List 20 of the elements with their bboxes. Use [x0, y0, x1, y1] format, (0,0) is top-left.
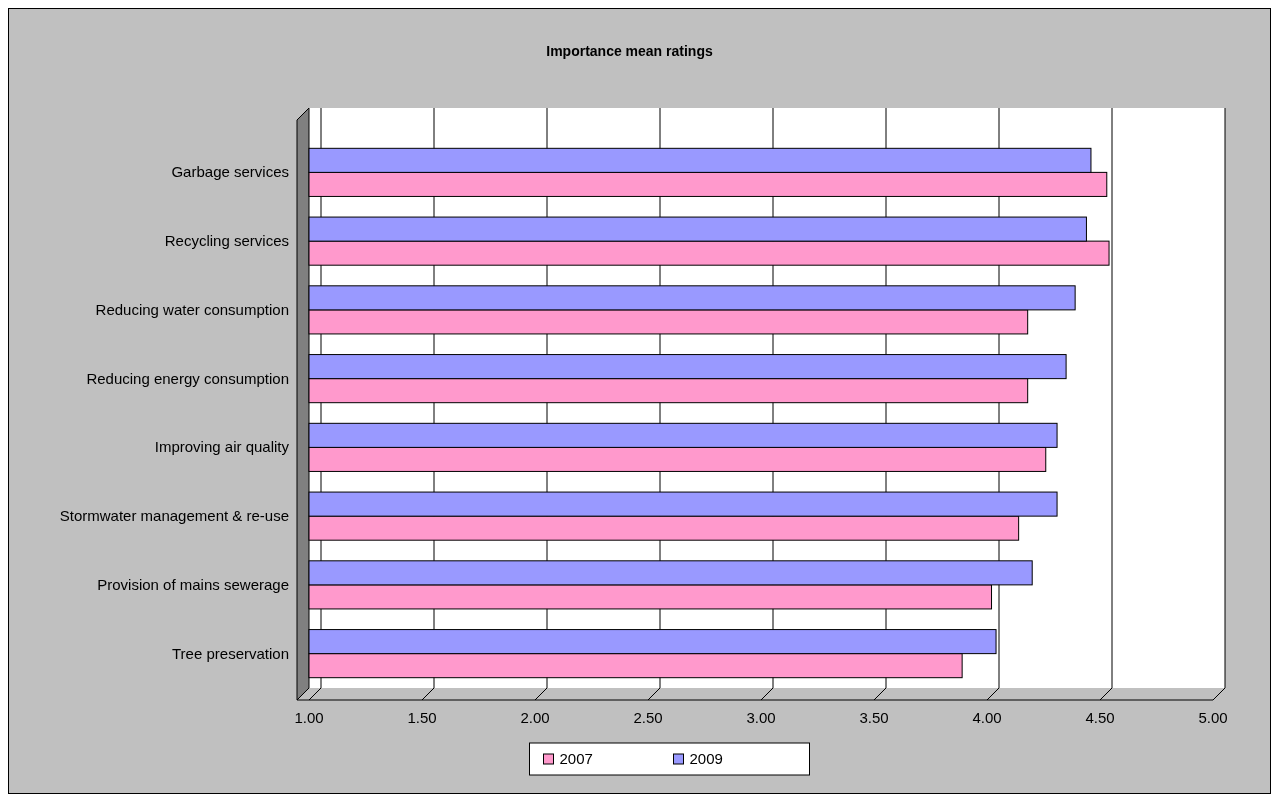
chart-title: Importance mean ratings — [546, 43, 713, 59]
legend-label: 2007 — [559, 750, 593, 767]
y-tick-label: Stormwater management & re-use — [59, 507, 289, 525]
x-tick-label: 3.00 — [746, 709, 776, 726]
x-tick-label: 1.50 — [407, 709, 437, 726]
y-tick-label: Garbage services — [171, 163, 289, 181]
x-tick-label: 4.00 — [972, 709, 1002, 726]
y-tick-label: Tree preservation — [172, 644, 289, 662]
x-tick-label: 3.50 — [859, 709, 889, 726]
x-tick-label: 4.50 — [1085, 709, 1115, 726]
y-tick-label: Recycling services — [164, 232, 289, 250]
x-tick-label: 1.00 — [294, 709, 324, 726]
y-tick-label: Reducing energy consumption — [86, 369, 289, 387]
y-tick-label: Reducing water consumption — [95, 300, 289, 318]
y-tick-label: Provision of mains sewerage — [97, 575, 289, 593]
legend-label: 2009 — [689, 750, 723, 767]
y-tick-label: Improving air quality — [154, 438, 290, 456]
x-tick-label: 2.50 — [633, 709, 663, 726]
x-tick-label: 5.00 — [1198, 709, 1228, 726]
x-tick-label: 2.00 — [520, 709, 550, 726]
